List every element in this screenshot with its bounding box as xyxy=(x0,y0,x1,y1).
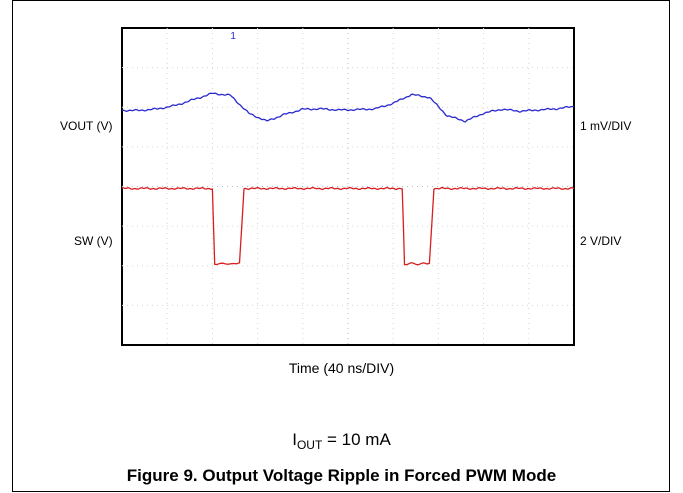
top-rule xyxy=(12,0,670,1)
sw-scale-label: 2 V/DIV xyxy=(580,234,622,248)
sw-trace xyxy=(121,186,575,266)
iout-prefix: I xyxy=(292,430,297,449)
iout-value: = 10 mA xyxy=(322,430,391,449)
iout-subscript: OUT xyxy=(296,438,323,452)
figure-frame xyxy=(12,0,670,492)
vout-scale-label: 1 mV/DIV xyxy=(580,119,632,133)
x-axis-label: Time (40 ns/DIV) xyxy=(288,360,395,376)
traces xyxy=(121,92,575,266)
grid xyxy=(122,28,574,345)
vout-trace xyxy=(121,92,574,123)
output-current-condition: IOUT = 10 mA xyxy=(0,430,683,452)
trigger-marker: 1 xyxy=(230,31,236,42)
sw-label: SW (V) xyxy=(74,234,113,248)
vout-label: VOUT (V) xyxy=(60,119,113,133)
figure-caption: Figure 9. Output Voltage Ripple in Force… xyxy=(126,466,557,485)
